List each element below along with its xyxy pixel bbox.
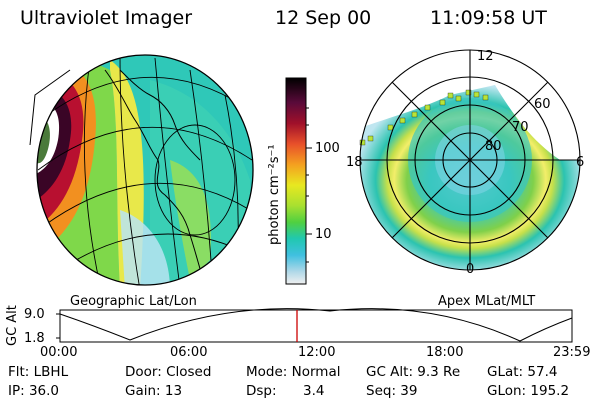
mlat-label-80: 80 xyxy=(485,139,502,154)
orbit-plot-frame xyxy=(59,309,573,343)
colorbar-tick-10: 10 xyxy=(315,227,332,242)
polar-grid xyxy=(359,49,581,271)
status-gain: Gain: 13 xyxy=(125,383,183,399)
mlat-label-60: 60 xyxy=(534,97,551,112)
status-gc-alt: GC Alt: 9.3 Re xyxy=(366,364,461,380)
status-flt: Flt: LBHL xyxy=(8,364,69,380)
status-dsp-label: Dsp: xyxy=(246,383,277,399)
time-label: 11:09:58 UT xyxy=(430,7,547,29)
colorbar-label: photon cm⁻²s⁻¹ xyxy=(267,144,282,245)
orbit-x-tick-2359: 23:59 xyxy=(553,345,591,360)
mlt-label-18: 18 xyxy=(346,155,363,170)
orbit-x-tick-0000: 00:00 xyxy=(40,345,78,360)
status-ip: IP: 36.0 xyxy=(8,383,60,399)
color-scale-bar xyxy=(285,77,307,285)
status-mode: Mode: Normal xyxy=(246,364,341,380)
mlt-label-12: 12 xyxy=(477,49,494,64)
orbit-x-tick-1800: 18:00 xyxy=(426,345,464,360)
date-label: 12 Sep 00 xyxy=(275,7,372,29)
orbit-x-tick-1200: 12:00 xyxy=(298,345,336,360)
mlat-label-70: 70 xyxy=(512,120,529,135)
mlt-label-6: 6 xyxy=(576,155,585,170)
orbit-y-tick-9: 9.0 xyxy=(24,307,45,322)
orbit-y-label: GC Alt xyxy=(5,305,20,346)
mlt-label-0: 0 xyxy=(466,262,475,277)
status-dsp-value: 3.4 xyxy=(303,383,325,399)
status-glat: GLat: 57.4 xyxy=(487,364,558,380)
orbit-altitude-curve xyxy=(59,308,573,342)
colorbar-tick-100: 100 xyxy=(315,141,340,156)
orbit-y-tick-1-8: 1.8 xyxy=(24,331,45,346)
geographic-map xyxy=(37,55,253,285)
geographic-caption: Geographic Lat/Lon xyxy=(70,294,197,309)
status-seq: Seq: 39 xyxy=(366,383,418,399)
orbit-x-tick-0600: 06:00 xyxy=(170,345,208,360)
polar-map-dots xyxy=(359,89,489,146)
status-glon: GLon: 195.2 xyxy=(487,383,570,399)
instrument-title: Ultraviolet Imager xyxy=(20,7,193,29)
apex-caption: Apex MLat/MLT xyxy=(438,294,536,309)
status-door: Door: Closed xyxy=(125,364,212,380)
